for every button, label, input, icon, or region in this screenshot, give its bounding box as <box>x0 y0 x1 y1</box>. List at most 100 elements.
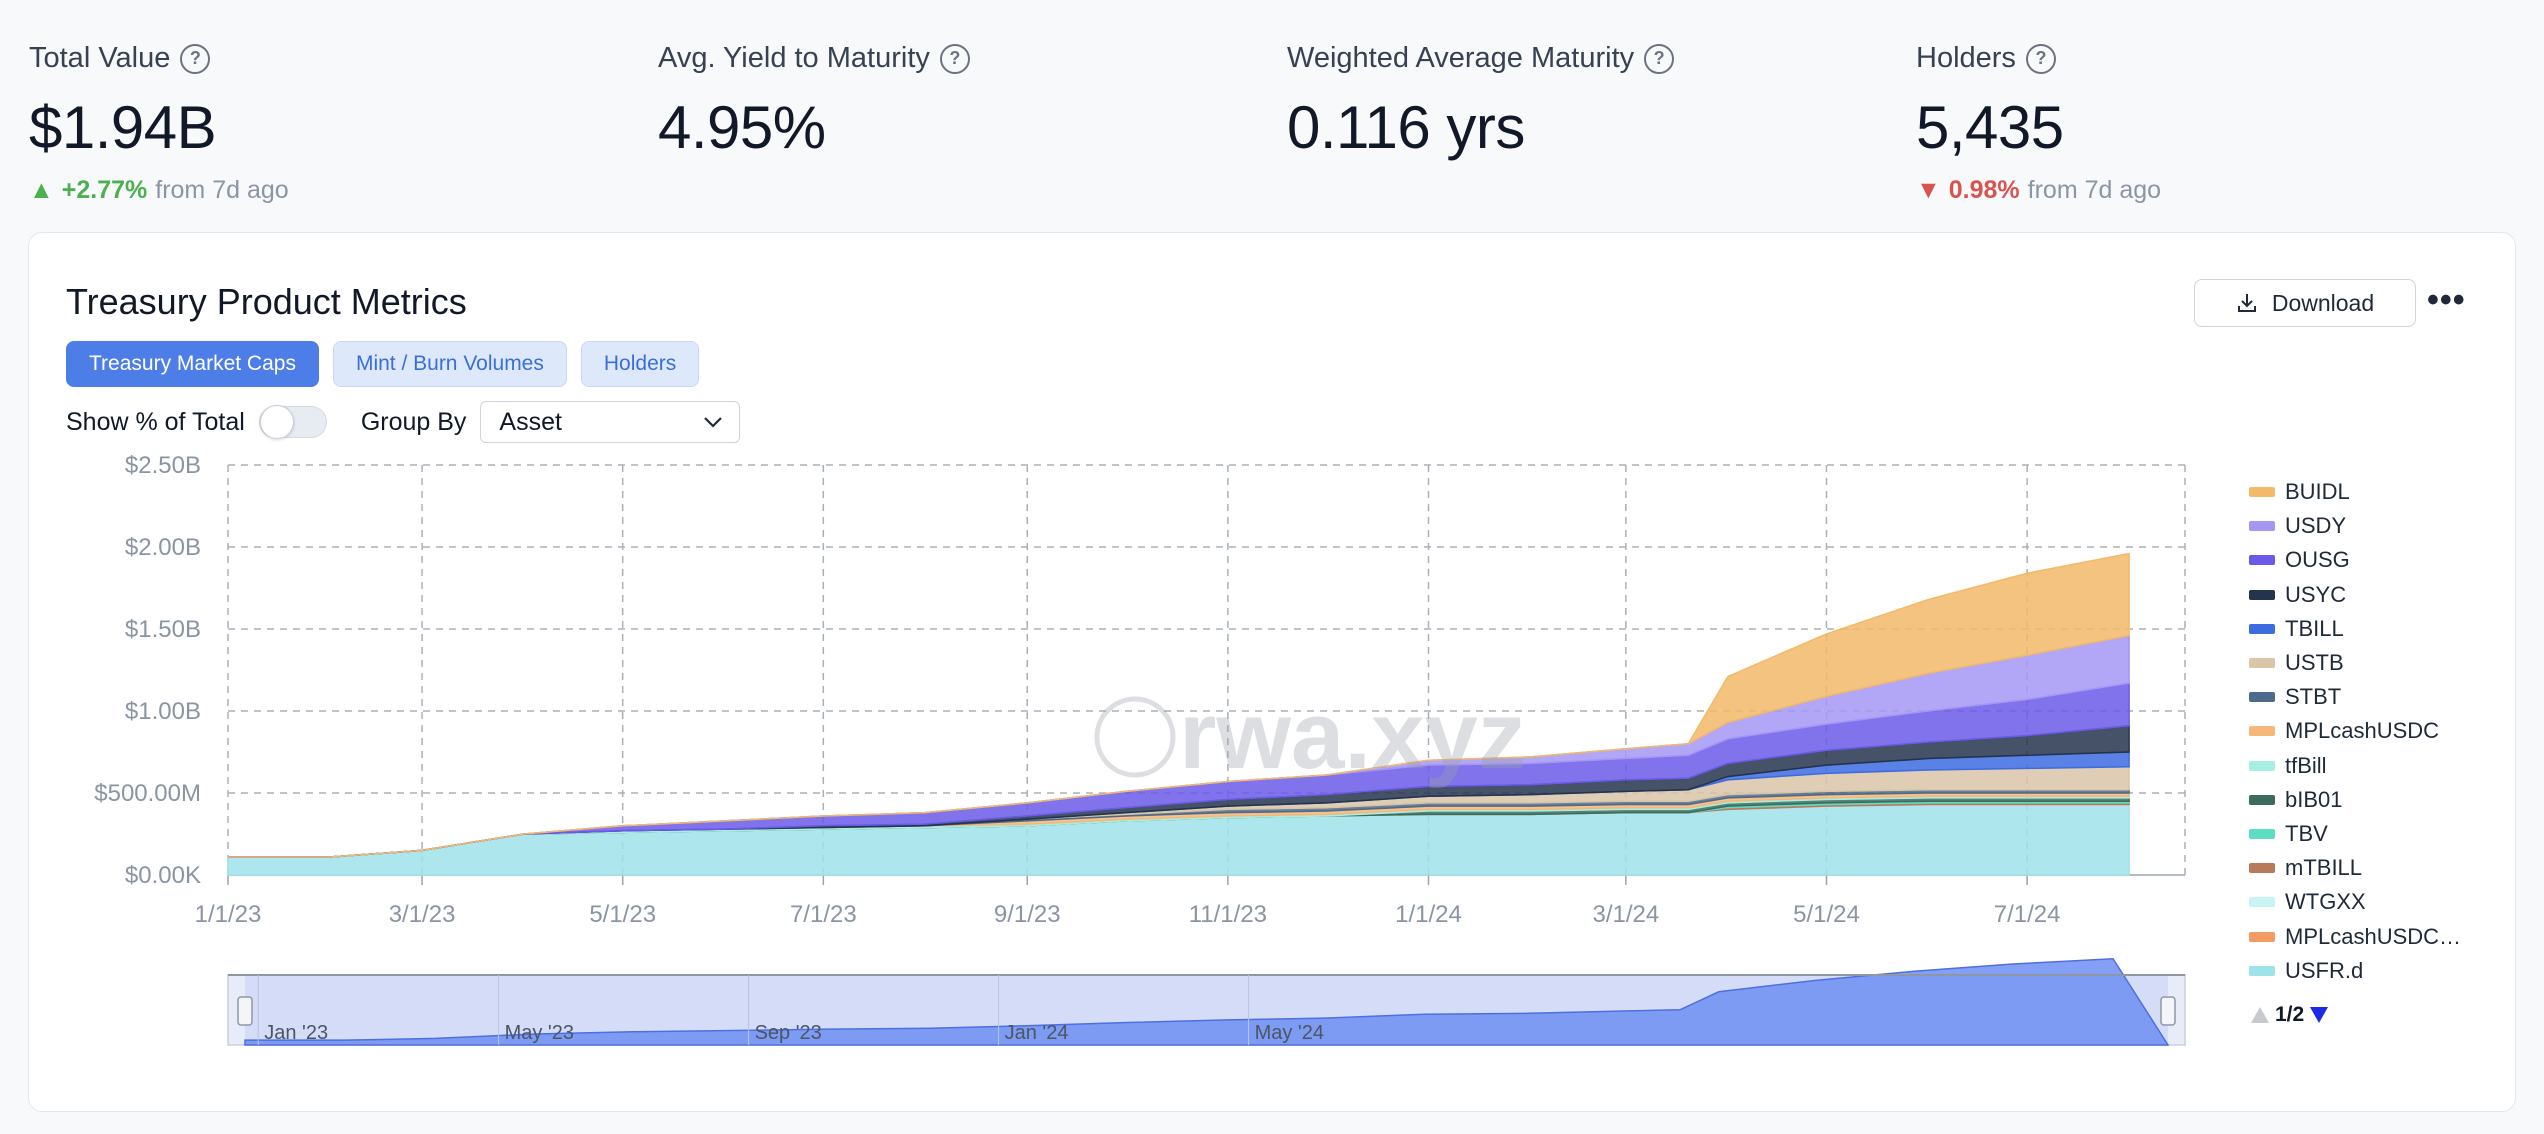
legend-item[interactable]: MPLcashUSDC… <box>2249 919 2461 953</box>
globe-icon <box>1094 696 1176 778</box>
legend-item[interactable]: MPLcashUSDC <box>2249 714 2461 748</box>
change-percent: 0.98% <box>1948 176 2020 204</box>
legend-swatch <box>2249 487 2275 498</box>
legend-swatch <box>2249 726 2275 737</box>
legend-pager: 1/2 <box>2249 1003 2330 1027</box>
legend-item[interactable]: USTB <box>2249 646 2461 680</box>
show-percent-toggle[interactable] <box>258 405 327 439</box>
legend-page-indicator: 1/2 <box>2275 1003 2305 1026</box>
legend-item[interactable]: tfBill <box>2249 749 2461 783</box>
legend-label: BUIDL <box>2285 479 2350 505</box>
legend-label: USTB <box>2285 650 2344 676</box>
navigator-label: Sep '23 <box>755 1022 822 1044</box>
change-percent: +2.77% <box>61 176 148 204</box>
legend-swatch <box>2249 965 2275 976</box>
legend-item[interactable]: TBILL <box>2249 612 2461 646</box>
legend-label: USYC <box>2285 581 2347 607</box>
tab-bar: Treasury Market Caps Mint / Burn Volumes… <box>66 341 700 387</box>
legend-item[interactable]: STBT <box>2249 680 2461 714</box>
change-suffix: from 7d ago <box>2027 176 2162 204</box>
legend-swatch <box>2249 692 2275 703</box>
y-tick-label: $2.00B <box>125 534 201 561</box>
download-label: Download <box>2271 289 2375 316</box>
question-circle-icon[interactable]: ? <box>1644 43 1675 74</box>
y-tick-label: $1.50B <box>125 616 201 643</box>
navigator-handle-left[interactable] <box>237 996 253 1026</box>
question-circle-icon[interactable]: ? <box>2025 43 2056 74</box>
x-tick-label: 1/1/24 <box>1395 901 1462 928</box>
more-options-button[interactable]: ••• <box>2427 281 2466 319</box>
legend-item[interactable]: TBV <box>2249 817 2461 851</box>
stacked-area-chart: $0.00K $500.00M $1.00B $1.50B $2.00B $2.50B 1/… <box>94 452 2186 1046</box>
x-tick-label: 5/1/24 <box>1793 901 1860 928</box>
stat-label: Weighted Average Maturity <box>1287 42 1635 74</box>
navigator-series <box>244 957 2170 1046</box>
legend-item[interactable]: OUSG <box>2249 543 2461 577</box>
legend-label: USFR.d <box>2285 957 2364 983</box>
stat-value: 5,435 <box>1916 94 2064 161</box>
group-by-select[interactable]: Asset <box>480 401 741 443</box>
question-circle-icon[interactable]: ? <box>180 43 211 74</box>
legend-swatch <box>2249 555 2275 566</box>
x-tick-label: 5/1/23 <box>589 901 656 928</box>
stat-total-value: Total Value? $1.94B ▲ +2.77% from 7d ago <box>29 42 289 205</box>
legend-item[interactable]: BUIDL <box>2249 475 2461 509</box>
stat-holders: Holders? 5,435 ▼ 0.98% from 7d ago <box>1916 42 2161 205</box>
legend-swatch <box>2249 760 2275 771</box>
triangle-down-icon[interactable] <box>2308 1005 2330 1025</box>
stat-label: Holders <box>1916 42 2016 74</box>
download-icon <box>2237 294 2256 312</box>
download-button[interactable]: Download <box>2194 279 2416 327</box>
legend-label: TBILL <box>2285 615 2344 641</box>
treasury-metrics-card: Treasury Product Metrics Download ••• Tr… <box>28 232 2516 1112</box>
legend-swatch <box>2249 931 2275 942</box>
legend-item[interactable]: mTBILL <box>2249 851 2461 885</box>
legend-label: USDY <box>2285 513 2347 539</box>
legend-label: mTBILL <box>2285 855 2363 881</box>
legend-label: TBV <box>2285 820 2328 846</box>
legend-label: WTGXX <box>2285 889 2366 915</box>
legend-swatch <box>2249 658 2275 669</box>
chart-controls: Show % of Total Group By Asset <box>66 401 741 443</box>
legend-item[interactable]: USFR.d <box>2249 954 2461 988</box>
triangle-up-icon[interactable] <box>2249 1005 2271 1025</box>
question-circle-icon[interactable]: ? <box>939 43 970 74</box>
legend-label: MPLcashUSDC… <box>2285 923 2462 949</box>
legend-swatch <box>2249 828 2275 839</box>
legend-item[interactable]: USDY <box>2249 509 2461 543</box>
tab-treasury-market-caps[interactable]: Treasury Market Caps <box>66 341 319 387</box>
y-tick-label: $0.00K <box>125 862 201 889</box>
x-tick-label: 7/1/23 <box>790 901 857 928</box>
triangle-down-icon: ▼ <box>1916 176 1941 204</box>
stat-value: 4.95% <box>658 94 826 161</box>
legend-label: MPLcashUSDC <box>2285 718 2440 744</box>
legend-label: bIB01 <box>2285 786 2343 812</box>
series-buidl-area <box>228 552 2130 858</box>
x-tick-label: 11/1/23 <box>1189 901 1267 928</box>
stat-change: ▼ 0.98% from 7d ago <box>1916 176 2161 205</box>
legend-item[interactable]: WTGXX <box>2249 885 2461 919</box>
y-tick-label: $1.00B <box>125 698 201 725</box>
toggle-knob <box>259 405 294 439</box>
legend-swatch <box>2249 794 2275 805</box>
change-suffix: from 7d ago <box>155 176 289 204</box>
chart-legend: BUIDL USDY OUSG USYC TBILL USTB STBT MPLcashUSD… <box>2249 475 2461 988</box>
stat-value: $1.94B <box>29 94 217 161</box>
tab-mint-burn-volumes[interactable]: Mint / Burn Volumes <box>332 341 567 387</box>
legend-label: STBT <box>2285 684 2342 710</box>
stat-change: ▲ +2.77% from 7d ago <box>29 176 289 205</box>
navigator-label: Jan '24 <box>1005 1022 1069 1044</box>
legend-label: OUSG <box>2285 547 2350 573</box>
x-tick-label: 7/1/24 <box>1994 901 2061 928</box>
navigator-label: Jan '23 <box>264 1022 328 1044</box>
stat-weighted-maturity: Weighted Average Maturity? 0.116 yrs <box>1287 42 1675 162</box>
stat-value: 0.116 yrs <box>1287 94 1525 161</box>
triangle-up-icon: ▲ <box>29 176 54 204</box>
legend-swatch <box>2249 521 2275 532</box>
legend-item[interactable]: bIB01 <box>2249 783 2461 817</box>
legend-item[interactable]: USYC <box>2249 578 2461 612</box>
card-title: Treasury Product Metrics <box>66 281 467 322</box>
tab-holders[interactable]: Holders <box>580 341 700 387</box>
navigator-handle-right[interactable] <box>2160 996 2176 1026</box>
chevron-down-icon <box>704 417 723 428</box>
